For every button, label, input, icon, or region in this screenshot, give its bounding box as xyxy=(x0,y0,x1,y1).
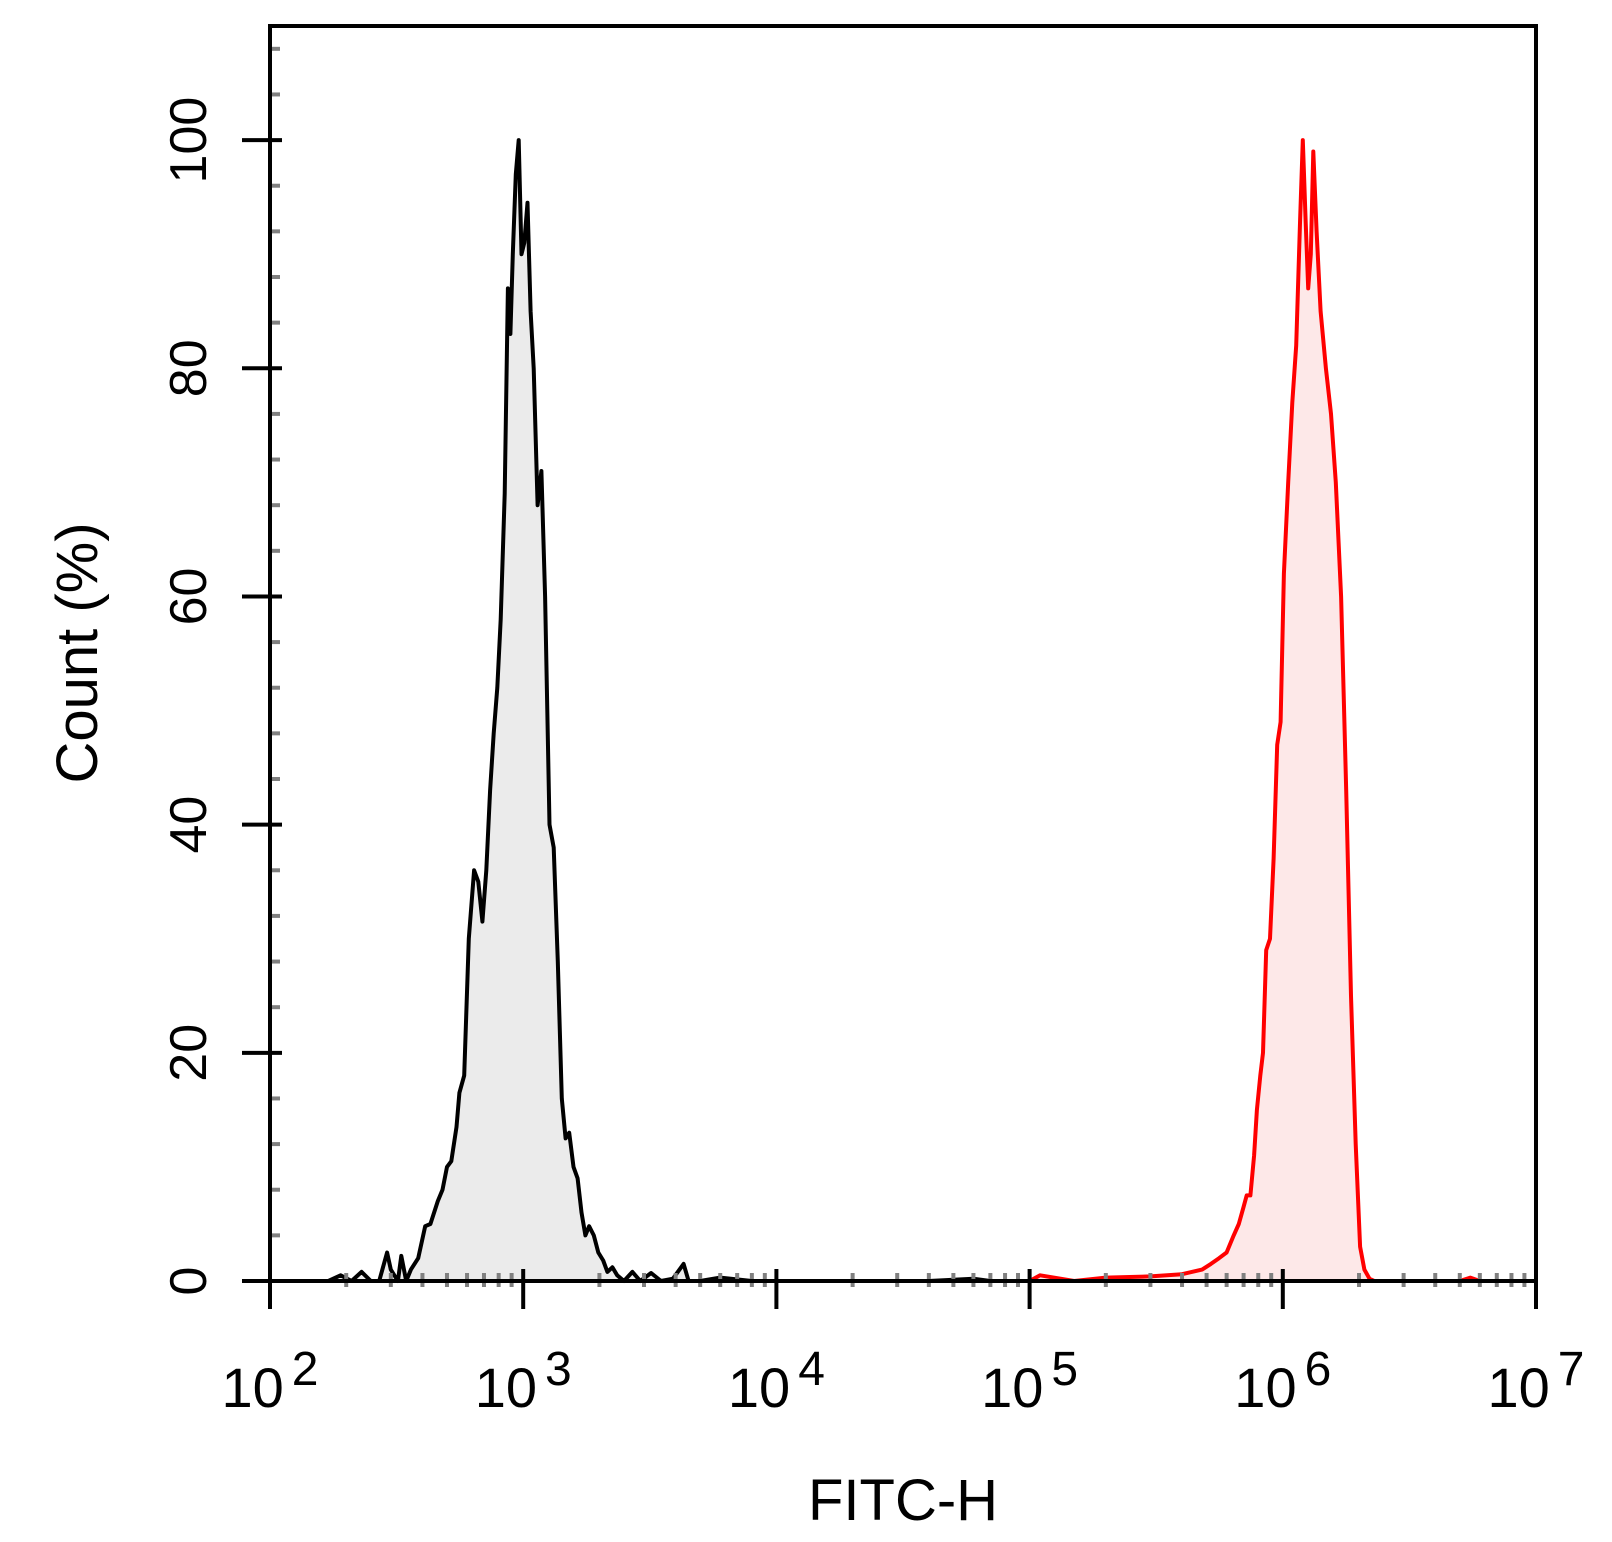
series-1-line xyxy=(290,138,991,1283)
x-tick-label: 10 4 xyxy=(728,1343,825,1419)
y-axis-label: Count (%) xyxy=(45,522,110,783)
y-tick-label: 40 xyxy=(160,796,218,854)
series-layer xyxy=(290,138,1497,1283)
series-2 xyxy=(290,138,1497,1283)
y-tick-label: 20 xyxy=(160,1024,218,1082)
series-1-area xyxy=(290,140,991,1282)
y-tick-label: 100 xyxy=(160,97,218,184)
x-axis-label: FITC-H xyxy=(808,1468,998,1533)
x-tick-label: 10 3 xyxy=(475,1343,572,1419)
x-tick-labels: 10 2 10 3 10 4 10 5 10 6 10 7 xyxy=(222,1343,1585,1419)
x-tick-label: 10 7 xyxy=(1488,1343,1585,1419)
x-tick-label: 10 2 xyxy=(222,1343,319,1419)
y-tick-label: 60 xyxy=(160,568,218,626)
x-tick-label: 10 6 xyxy=(1234,1343,1331,1419)
y-tick-labels: 0 20 40 60 80 100 xyxy=(160,97,218,1296)
x-tick-label: 10 5 xyxy=(981,1343,1078,1419)
series-1 xyxy=(290,138,991,1283)
plot-frame xyxy=(268,24,1538,1283)
y-tick-label: 80 xyxy=(160,339,218,397)
y-tick-label: 0 xyxy=(160,1267,218,1296)
series-2-line xyxy=(290,138,1497,1283)
